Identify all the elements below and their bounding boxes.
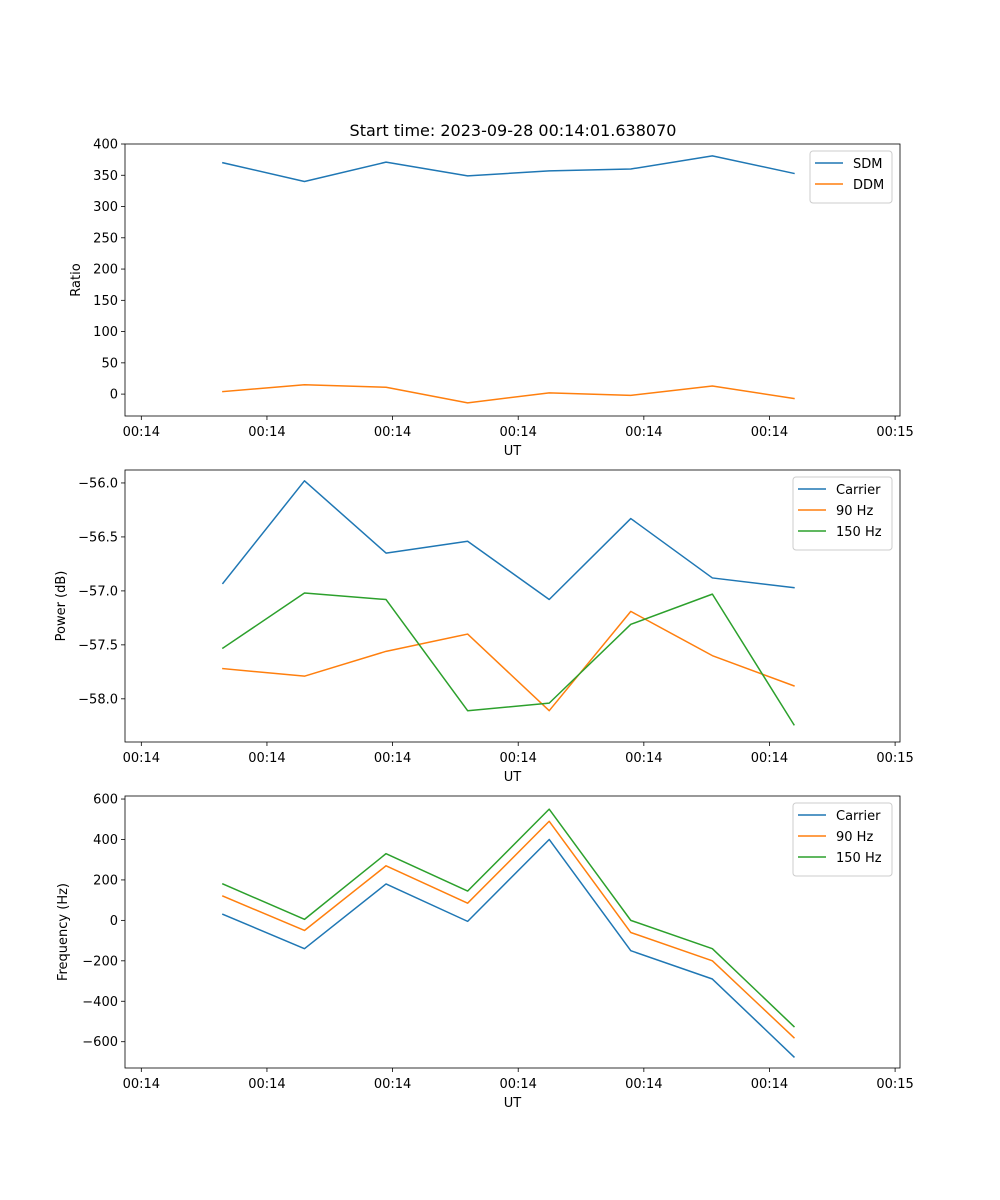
x-tick-label: 00:14	[123, 1077, 160, 1092]
x-tick-label: 00:14	[123, 751, 160, 766]
y-tick-label: 400	[93, 138, 118, 153]
x-tick-label: 00:14	[625, 425, 662, 440]
legend: Carrier 90 Hz 150 Hz	[792, 476, 893, 551]
y-tick-label: 350	[93, 169, 118, 184]
y-tick-label: 0	[110, 914, 118, 929]
x-tick-label: 00:14	[499, 1077, 536, 1092]
x-tick-label: 00:15	[876, 1077, 913, 1092]
series-line-150-hz	[221, 592, 795, 726]
x-tick-label: 00:15	[876, 425, 913, 440]
y-tick-label: 200	[93, 263, 118, 278]
y-tick-label: −200	[82, 954, 118, 969]
legend-label: 150 Hz	[836, 851, 882, 866]
legend-label: SDM	[853, 157, 882, 172]
axes-frame	[124, 795, 901, 1069]
legend-label: 90 Hz	[836, 504, 873, 519]
x-tick-label: 00:14	[248, 751, 285, 766]
y-tick-label: 250	[93, 231, 118, 246]
chart-panel-3: 00:14 00:14 00:14 00:14 00:14 00:14 00:15 −600 −…	[56, 793, 914, 1111]
x-axis-label: UT	[504, 770, 522, 785]
x-tick-label: 00:14	[751, 425, 788, 440]
x-tick-label: 00:14	[499, 751, 536, 766]
y-tick-label: 600	[93, 793, 118, 808]
x-axis-label: UT	[504, 1096, 522, 1111]
y-tick-label: 300	[93, 200, 118, 215]
axes-frame	[124, 469, 901, 743]
y-axis-label: Power (dB)	[54, 571, 69, 642]
x-tick-label: 00:14	[248, 425, 285, 440]
x-tick-label: 00:14	[751, 1077, 788, 1092]
series-line-carrier	[221, 838, 796, 1058]
x-tick-label: 00:14	[374, 751, 411, 766]
series-line-sdm	[221, 155, 795, 183]
legend-label: DDM	[853, 178, 884, 193]
x-tick-label: 00:14	[751, 751, 788, 766]
y-tick-label: −57.5	[78, 638, 118, 653]
y-tick-label: 200	[93, 873, 118, 888]
series-line-150-hz	[221, 808, 796, 1028]
series-line-ddm	[222, 383, 795, 404]
y-tick-label: −56.0	[78, 476, 118, 491]
legend: SDM DDM	[809, 150, 893, 204]
y-axis-label: Frequency (Hz)	[56, 883, 71, 981]
y-tick-label: 100	[93, 325, 118, 340]
series-line-90-hz	[222, 610, 795, 712]
y-tick-label: 150	[93, 294, 118, 309]
y-tick-label: −56.5	[78, 530, 118, 545]
y-tick-label: −57.0	[78, 584, 118, 599]
y-axis-label: Ratio	[69, 263, 84, 296]
x-tick-label: 00:14	[625, 1077, 662, 1092]
x-tick-label: 00:14	[248, 1077, 285, 1092]
chart-panel-1: 00:14 00:14 00:14 00:14 00:14 00:14 00:15 0 50 10…	[69, 138, 914, 460]
x-axis-label: UT	[504, 444, 522, 459]
y-tick-label: 400	[93, 833, 118, 848]
figure-title: Start time: 2023-09-28 00:14:01.638070	[350, 121, 677, 140]
y-tick-label: −400	[82, 995, 118, 1010]
x-tick-label: 00:14	[374, 425, 411, 440]
series-line-90-hz	[221, 820, 796, 1039]
legend-label: Carrier	[836, 483, 881, 498]
x-tick-label: 00:14	[123, 425, 160, 440]
legend-label: Carrier	[836, 809, 881, 824]
x-tick-label: 00:14	[374, 1077, 411, 1092]
legend-label: 90 Hz	[836, 830, 873, 845]
x-tick-label: 00:14	[625, 751, 662, 766]
legend-label: 150 Hz	[836, 525, 882, 540]
x-tick-label: 00:15	[876, 751, 913, 766]
series-line-carrier	[221, 480, 795, 601]
x-tick-label: 00:14	[499, 425, 536, 440]
legend: Carrier 90 Hz 150 Hz	[792, 802, 893, 877]
y-tick-label: 0	[110, 388, 118, 403]
chart-panel-2: 00:14 00:14 00:14 00:14 00:14 00:14 00:15 −58.0…	[54, 469, 914, 785]
y-tick-label: −600	[82, 1035, 118, 1050]
legend-box	[809, 150, 893, 204]
y-tick-label: −58.0	[78, 692, 118, 707]
axes-frame	[124, 143, 901, 417]
y-tick-label: 50	[101, 356, 118, 371]
